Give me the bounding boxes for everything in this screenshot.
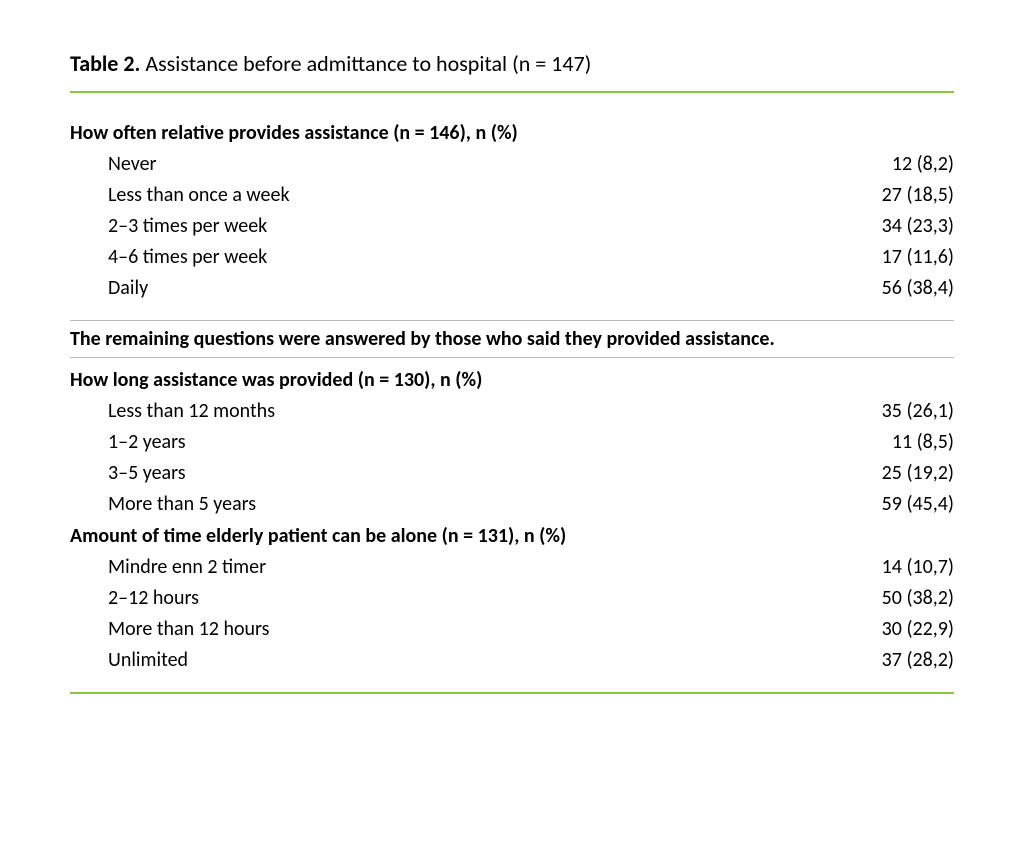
table-title-text: Assistance before admittance to hospital… <box>140 50 591 77</box>
row-label: Less than 12 months <box>108 396 275 427</box>
table-row: 2–3 times per week 34 (23,3) <box>70 211 954 242</box>
table-row: Daily 56 (38,4) <box>70 273 954 304</box>
table-row: Less than 12 months 35 (26,1) <box>70 396 954 427</box>
row-value: 17 (11,6) <box>882 242 954 273</box>
row-label: More than 12 hours <box>108 614 269 645</box>
row-label: 2–3 times per week <box>108 211 267 242</box>
row-label: Daily <box>108 273 148 304</box>
table-title-label: Table 2. <box>70 50 140 77</box>
section-header: Amount of time elderly patient can be al… <box>70 524 954 548</box>
row-value: 14 (10,7) <box>882 552 954 583</box>
row-label: Less than once a week <box>108 180 290 211</box>
table-row: 2–12 hours 50 (38,2) <box>70 583 954 614</box>
note-text: The remaining questions were answered by… <box>70 321 954 357</box>
table-row: Unlimited 37 (28,2) <box>70 645 954 676</box>
row-label: More than 5 years <box>108 489 256 520</box>
table-row: More than 5 years 59 (45,4) <box>70 489 954 520</box>
table-page: Table 2. Assistance before admittance to… <box>0 0 1024 868</box>
row-label: Unlimited <box>108 645 188 676</box>
row-value: 30 (22,9) <box>882 614 954 645</box>
row-label: Mindre enn 2 timer <box>108 552 266 583</box>
row-value: 11 (8,5) <box>892 427 954 458</box>
row-value: 25 (19,2) <box>882 458 954 489</box>
spacer <box>70 304 954 320</box>
table-row: Less than once a week 27 (18,5) <box>70 180 954 211</box>
table-title: Table 2. Assistance before admittance to… <box>70 50 954 77</box>
row-value: 59 (45,4) <box>882 489 954 520</box>
spacer <box>70 676 954 692</box>
row-label: 1–2 years <box>108 427 186 458</box>
row-label: 3–5 years <box>108 458 186 489</box>
row-label: 2–12 hours <box>108 583 199 614</box>
table-row: 1–2 years 11 (8,5) <box>70 427 954 458</box>
row-value: 56 (38,4) <box>882 273 954 304</box>
section-header: How long assistance was provided (n = 13… <box>70 368 954 392</box>
section-header: How often relative provides assistance (… <box>70 121 954 145</box>
row-value: 37 (28,2) <box>882 645 954 676</box>
table-row: Never 12 (8,2) <box>70 149 954 180</box>
row-value: 27 (18,5) <box>882 180 954 211</box>
table-row: More than 12 hours 30 (22,9) <box>70 614 954 645</box>
table-row: 4–6 times per week 17 (11,6) <box>70 242 954 273</box>
row-value: 35 (26,1) <box>882 396 954 427</box>
table-row: 3–5 years 25 (19,2) <box>70 458 954 489</box>
row-label: Never <box>108 149 157 180</box>
row-value: 12 (8,2) <box>892 149 954 180</box>
mid-rule <box>70 357 954 358</box>
row-label: 4–6 times per week <box>108 242 267 273</box>
row-value: 34 (23,3) <box>882 211 954 242</box>
table-row: Mindre enn 2 timer 14 (10,7) <box>70 552 954 583</box>
top-rule <box>70 91 954 93</box>
row-value: 50 (38,2) <box>882 583 954 614</box>
bottom-rule <box>70 692 954 694</box>
